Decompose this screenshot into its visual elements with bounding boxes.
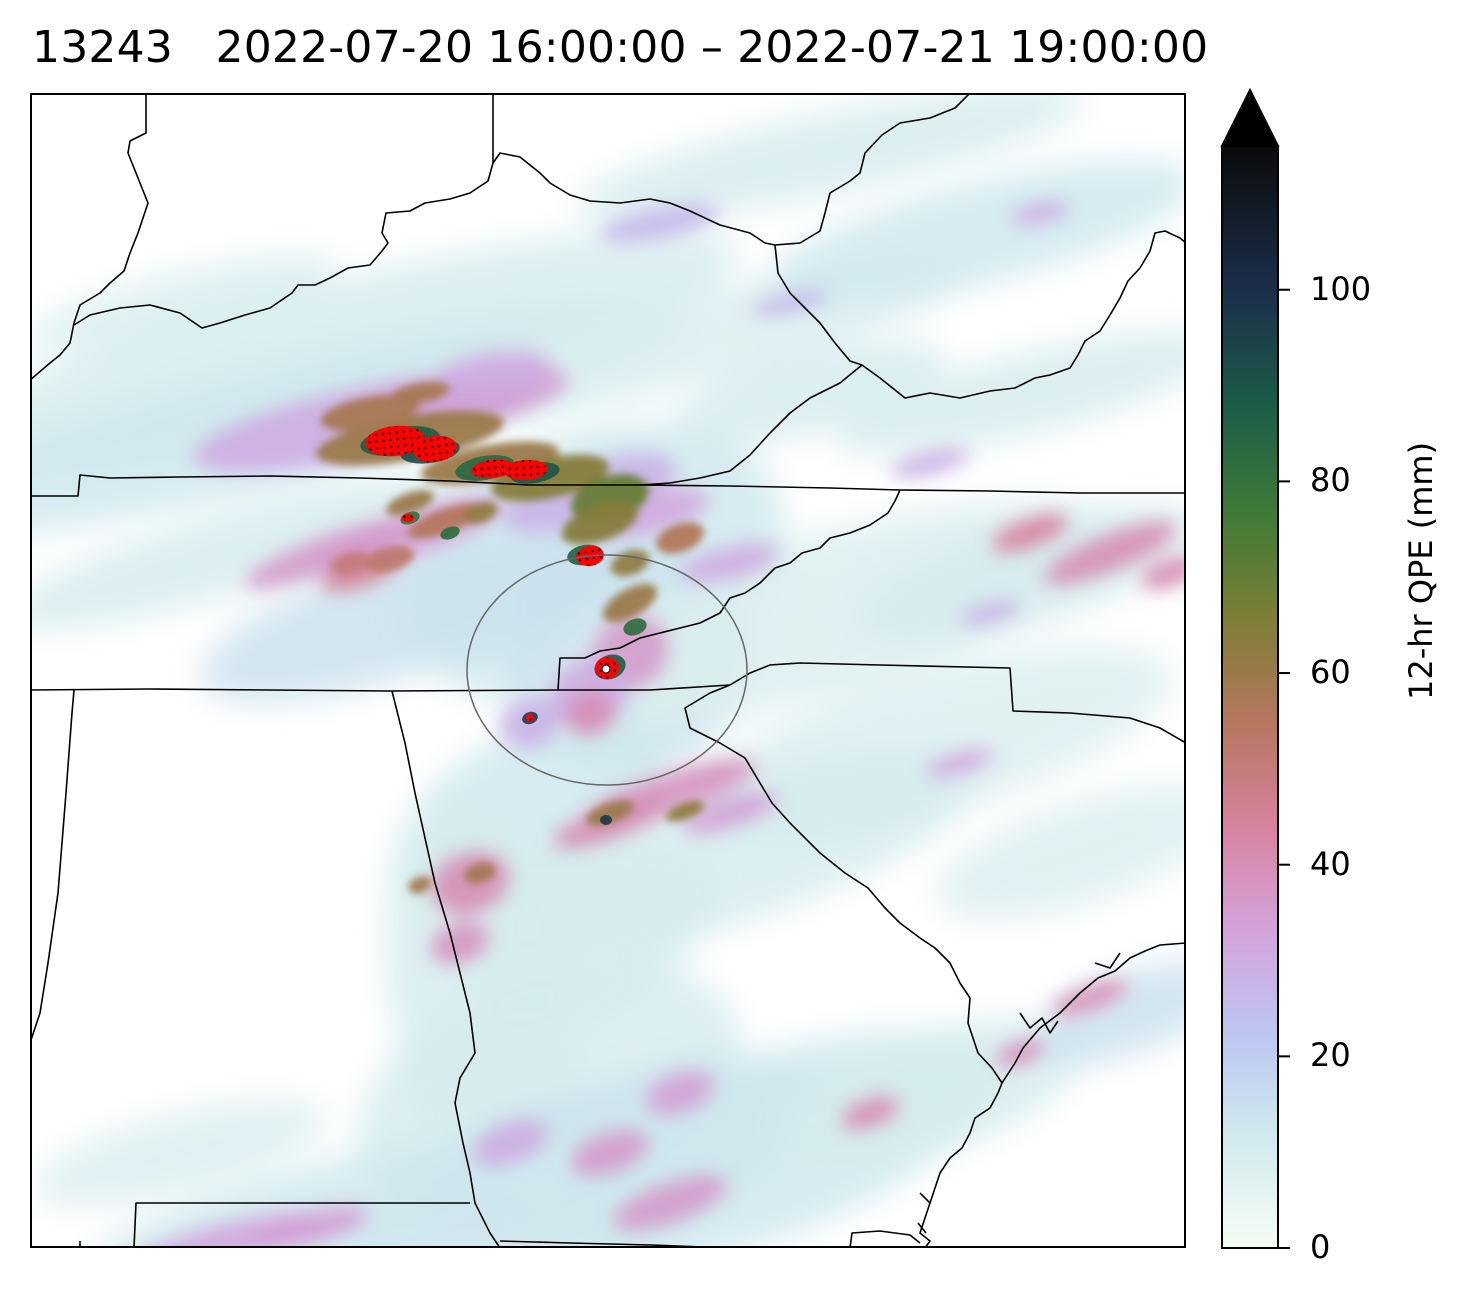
exceedance-patch — [402, 514, 414, 522]
rain-cell — [766, 160, 1186, 306]
rain-cell — [571, 1129, 649, 1177]
rain-cell — [462, 501, 498, 525]
rain-cell — [656, 522, 704, 554]
rain-cell — [992, 514, 1068, 552]
border-ga-sc — [684, 684, 1003, 1084]
border-tn-south — [30, 684, 731, 692]
rain-cell — [407, 503, 483, 539]
colorbar-body — [1221, 145, 1279, 1249]
rain-cell — [245, 517, 415, 589]
border-nc-sc — [729, 662, 1186, 744]
exceedance-patch — [365, 425, 425, 457]
colorbar-tick-label: 0 — [1310, 1228, 1331, 1266]
rain-cell — [673, 341, 947, 445]
rain-cell — [320, 395, 420, 431]
rain-cell — [481, 748, 979, 958]
qpe-map — [30, 93, 1186, 1248]
rain-cell — [926, 749, 994, 777]
rain-cell — [841, 1096, 899, 1130]
rain-cell — [430, 921, 490, 965]
rain-cell — [1010, 201, 1070, 225]
rain-cell — [575, 93, 1085, 220]
border-tn-nc — [557, 489, 901, 691]
exceedance-patch — [413, 435, 457, 463]
rain-cell — [750, 290, 830, 316]
rain-cell — [603, 583, 657, 623]
border-il-in — [30, 93, 149, 381]
rain-cell — [1044, 521, 1176, 585]
coastline-islands — [917, 952, 1121, 1234]
rain-cell — [30, 476, 461, 630]
rain-cell — [1035, 962, 1186, 1064]
rain-cell — [891, 447, 969, 479]
exceedance-patch — [526, 714, 534, 722]
rain-cell — [960, 600, 1020, 626]
rain-cell — [330, 552, 370, 574]
colorbar-ticks — [1278, 288, 1290, 1249]
rain-cell — [835, 330, 1186, 456]
border-al-ms — [30, 689, 75, 1044]
rain-cell — [365, 545, 415, 573]
rain-cell — [430, 350, 550, 396]
colorbar-tick-label: 100 — [1310, 269, 1372, 308]
exceedance-patch — [471, 459, 515, 479]
rain-cell — [34, 1099, 326, 1207]
rain-cell — [561, 501, 639, 545]
colorbar-tick-label: 80 — [1310, 461, 1351, 500]
rain-cell — [681, 543, 779, 583]
rain-cell — [1052, 980, 1128, 1016]
border-ga-al — [391, 690, 501, 1248]
rain-cell — [440, 526, 460, 540]
rain-cell — [390, 381, 450, 405]
exceedance-patch — [504, 459, 548, 481]
rain-cell — [199, 524, 621, 702]
colorbar-extend-triangle — [1220, 87, 1280, 147]
colorbar-tick-label: 20 — [1310, 1036, 1351, 1075]
rain-cell — [682, 792, 778, 834]
border-fl-ga-east — [849, 1230, 921, 1248]
colorbar-tick-label: 60 — [1310, 653, 1351, 692]
rain-cell — [601, 202, 719, 244]
rain-cell — [464, 862, 496, 884]
border-wv-va — [861, 230, 1186, 399]
rain-cell — [936, 786, 1186, 920]
border-fl-al — [133, 1202, 470, 1248]
rain-cell — [408, 876, 432, 894]
coastline-atlantic — [919, 942, 1186, 1248]
map-panel[interactable] — [30, 93, 1186, 1248]
border-ohio-river — [73, 152, 776, 329]
rain-cell — [646, 1070, 714, 1116]
border-ky-tn — [30, 474, 1186, 497]
rain-cell — [30, 254, 336, 352]
rain-cell — [613, 1175, 727, 1231]
rain-cell — [666, 800, 704, 822]
target-radius-circle — [466, 554, 748, 786]
rain-cell — [565, 690, 615, 736]
target-point — [601, 664, 611, 674]
rain-cell — [386, 490, 434, 516]
rain-cell — [600, 815, 612, 825]
colorbar — [1220, 87, 1290, 1249]
border-ky-wv — [774, 244, 863, 366]
map-title: 13243 2022-07-20 16:00:00 – 2022-07-21 1… — [32, 22, 1209, 73]
rain-cell — [610, 549, 650, 577]
rain-cell — [251, 1206, 369, 1248]
rain-cell — [623, 618, 647, 636]
exceedance-markers — [365, 425, 619, 722]
border-wv-oh — [774, 93, 971, 246]
colorbar-tick-label: 40 — [1310, 844, 1351, 883]
state-borders — [30, 93, 1186, 1248]
rain-cell — [586, 800, 634, 826]
border-ky-va — [639, 364, 863, 486]
colorbar-label: 12-hr QPE (mm) — [1402, 441, 1440, 700]
rain-cell — [471, 1119, 549, 1167]
